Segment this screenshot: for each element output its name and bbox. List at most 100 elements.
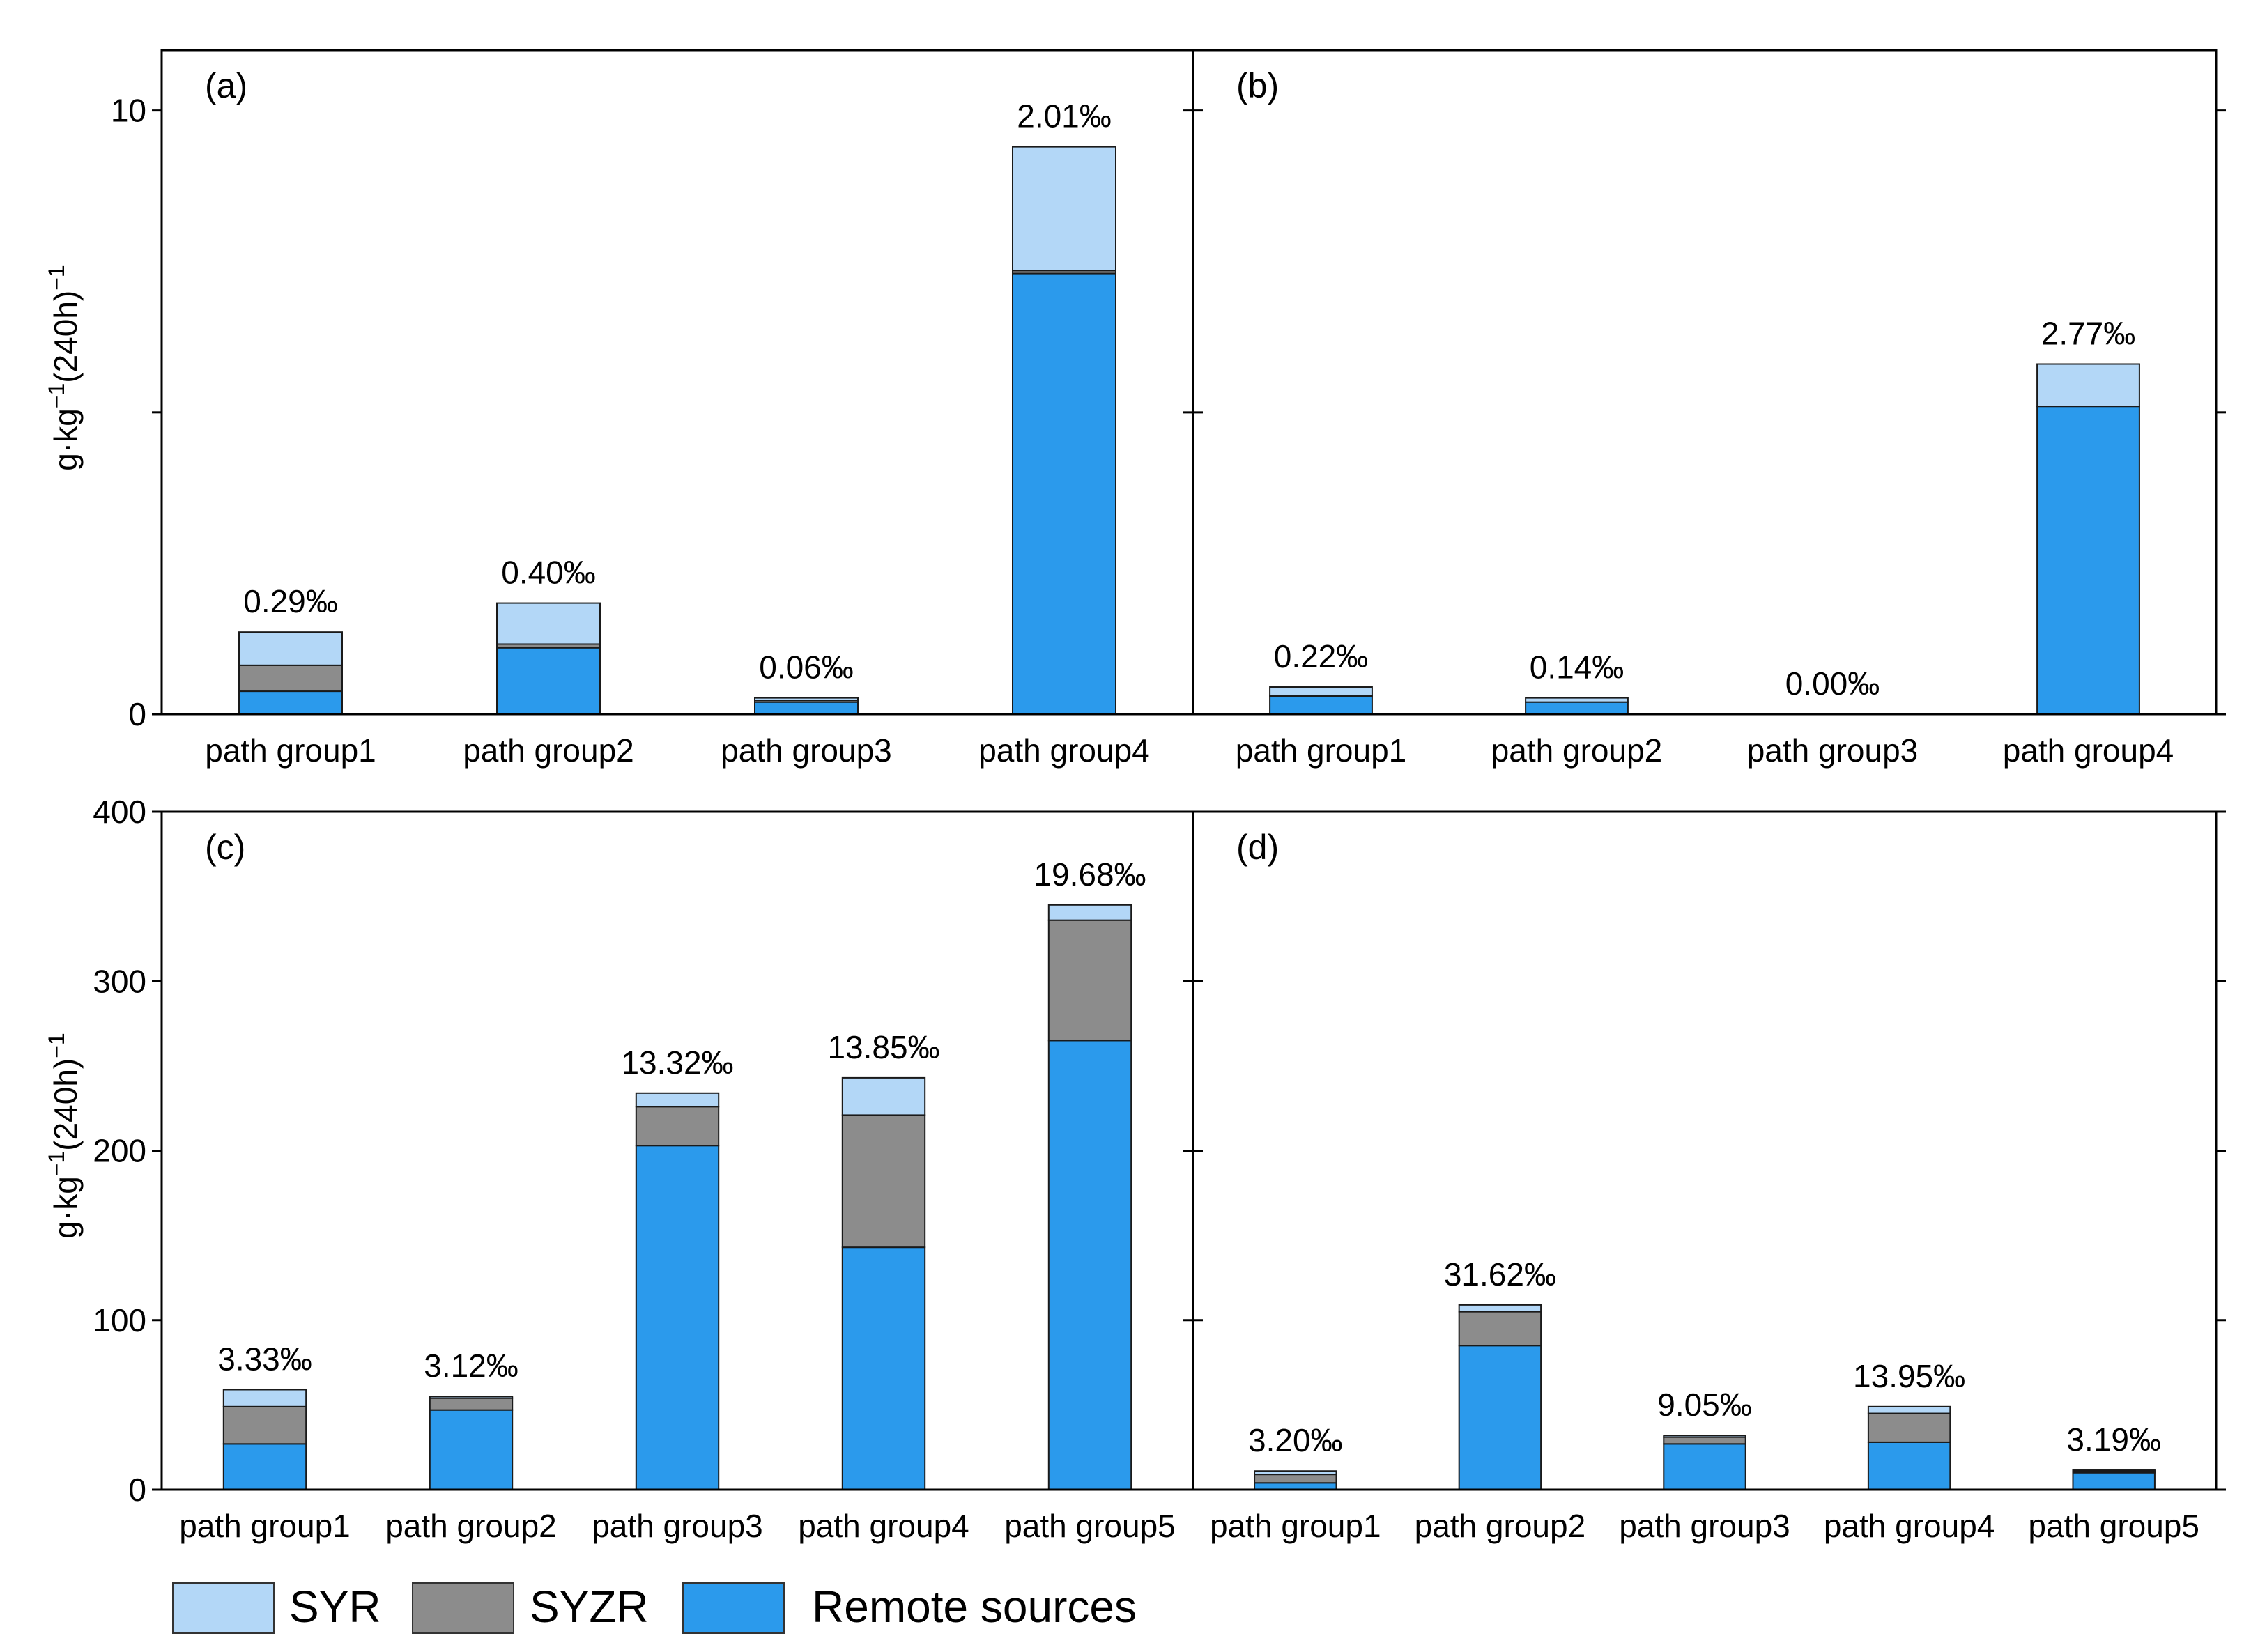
y-axis-unit-suffix: (240h) [47, 291, 84, 383]
y-axis-unit-suffix-exponent: −1 [44, 265, 69, 290]
bar-d-path-group2-syzr [1458, 1311, 1542, 1347]
bar-c-path-group1-remote-sources [222, 1443, 307, 1491]
x-tick-label-c-path-group3: path group3 [592, 1508, 763, 1544]
bar-d-path-group3-syr [1663, 1435, 1746, 1438]
bar-d-path-group2-remote-sources [1458, 1345, 1542, 1491]
panel-a: 0.29‰ path group1 0.40‰ path group2 0.06‰ pat… [111, 49, 1194, 769]
bar-c-path-group3-syr [635, 1092, 720, 1108]
annotation-c-path-group3: 13.32‰ [621, 1044, 733, 1081]
panel-c: 3.33‰ path group1 3.12‰ path group2 13.32‰ pa… [93, 794, 1194, 1544]
annotation-d-path-group3: 9.05‰ [1657, 1387, 1752, 1423]
annotation-c-path-group4: 13.85‰ [827, 1029, 939, 1065]
panel-b: 0.22‰ path group1 0.14‰ path group2 0.00‰ pat… [1183, 49, 2226, 769]
bar-d-path-group2-syr [1458, 1304, 1542, 1313]
bar-d-path-group4-syr [1867, 1405, 1951, 1414]
annotation-c-path-group1: 3.33‰ [217, 1341, 312, 1377]
y-axis-label-top: g·kg−1(240h)−1 [44, 265, 84, 470]
y-axis-unit-exponent: −1 [44, 383, 69, 408]
annotation-a-path-group1: 0.29‰ [243, 583, 338, 619]
bar-c-path-group5-remote-sources [1047, 1040, 1132, 1490]
y-axis-label-bottom: g·kg−1(240h)−1 [44, 1033, 84, 1238]
bar-a-path-group2-syr [496, 602, 601, 645]
annotation-a-path-group3: 0.06‰ [759, 649, 854, 686]
x-tick-label-d-path-group4: path group4 [1824, 1508, 1995, 1544]
x-tick-label-a-path-group1: path group1 [205, 732, 376, 769]
bar-d-path-group4-remote-sources [1867, 1441, 1951, 1490]
annotation-d-path-group4: 13.95‰ [1853, 1358, 1965, 1394]
bar-c-path-group3-remote-sources [635, 1145, 720, 1490]
y-tick-label-a-0: 0 [128, 696, 146, 732]
y-tick-label-c-0: 0 [128, 1472, 146, 1508]
annotation-c-path-group5: 19.68‰ [1034, 856, 1146, 893]
bar-a-path-group4-syr [1012, 146, 1116, 272]
bar-c-path-group4-syzr [841, 1114, 926, 1249]
bar-d-path-group5-syr [2072, 1469, 2156, 1472]
panel-label-d: (d) [1236, 828, 1279, 867]
bar-d-path-group3-syzr [1663, 1436, 1746, 1445]
bar-c-path-group1-syr [222, 1389, 307, 1407]
y-axis-unit-prefix: g·kg [47, 408, 84, 470]
bar-a-path-group2-remote-sources [496, 647, 601, 716]
panel-label-b: (b) [1236, 66, 1279, 105]
x-tick-label-b-path-group2: path group2 [1491, 732, 1663, 769]
bar-a-path-group1-syr [238, 631, 343, 666]
bar-c-path-group2-syzr [429, 1397, 514, 1411]
bar-b-path-group2-syr [1525, 697, 1629, 703]
legend-swatch-remote-sources [682, 1582, 785, 1634]
y-axis-unit-suffix: (240h) [47, 1058, 84, 1151]
annotation-a-path-group2: 0.40‰ [501, 555, 596, 591]
bar-b-path-group1-remote-sources [1269, 695, 1373, 716]
bar-c-path-group1-syzr [222, 1405, 307, 1445]
x-tick-label-d-path-group2: path group2 [1415, 1508, 1586, 1544]
y-axis-unit-exponent: −1 [44, 1151, 69, 1176]
x-tick-label-c-path-group1: path group1 [179, 1508, 351, 1544]
x-tick-label-d-path-group1: path group1 [1210, 1508, 1381, 1544]
annotation-d-path-group5: 3.19‰ [2066, 1421, 2161, 1458]
y-tick-label-c-100: 100 [93, 1302, 146, 1338]
bar-b-path-group4-remote-sources [2036, 406, 2140, 715]
x-tick-label-b-path-group4: path group4 [2003, 732, 2174, 769]
bar-c-path-group2-syr [429, 1396, 514, 1399]
bar-d-path-group1-syzr [1254, 1474, 1337, 1484]
x-tick-label-c-path-group4: path group4 [798, 1508, 969, 1544]
x-tick-label-a-path-group2: path group2 [463, 732, 634, 769]
bar-d-path-group3-remote-sources [1663, 1443, 1746, 1491]
bar-c-path-group4-remote-sources [841, 1246, 926, 1490]
bar-d-path-group1-syr [1254, 1470, 1337, 1476]
bar-a-path-group1-remote-sources [238, 690, 343, 716]
x-tick-label-c-path-group5: path group5 [1004, 1508, 1176, 1544]
legend-swatch-syzr [412, 1582, 514, 1634]
annotation-b-path-group2: 0.14‰ [1530, 649, 1624, 686]
bar-d-path-group4-syzr [1867, 1412, 1951, 1443]
x-tick-label-a-path-group4: path group4 [978, 732, 1150, 769]
y-axis-unit-suffix-exponent: −1 [44, 1033, 69, 1058]
bar-c-path-group4-syr [841, 1076, 926, 1116]
x-tick-label-a-path-group3: path group3 [721, 732, 892, 769]
legend-label-syzr: SYZR [530, 1582, 649, 1632]
annotation-a-path-group4: 2.01‰ [1017, 98, 1112, 134]
annotation-b-path-group3: 0.00‰ [1785, 665, 1880, 702]
bar-c-path-group5-syr [1047, 904, 1132, 921]
annotation-b-path-group4: 2.77‰ [2041, 316, 2136, 352]
bar-c-path-group3-syzr [635, 1106, 720, 1147]
bar-a-path-group3-syr [754, 697, 859, 702]
x-tick-label-d-path-group5: path group5 [2028, 1508, 2199, 1544]
panel-d: 3.20‰ path group1 31.62‰ path group2 9.05‰ pa… [1183, 810, 2226, 1544]
bar-c-path-group2-remote-sources [429, 1409, 514, 1490]
y-tick-label-c-300: 300 [93, 963, 146, 999]
legend-label-syr: SYR [289, 1582, 381, 1632]
bar-c-path-group5-syzr [1047, 919, 1132, 1042]
bar-a-path-group1-syzr [238, 664, 343, 693]
bar-b-path-group4-syr [2036, 363, 2140, 408]
legend-swatch-syr [172, 1582, 275, 1634]
bar-b-path-group2-remote-sources [1525, 701, 1629, 716]
x-tick-label-b-path-group3: path group3 [1747, 732, 1919, 769]
annotation-c-path-group2: 3.12‰ [424, 1348, 518, 1384]
legend-label-remote-sources: Remote sources [812, 1582, 1137, 1632]
annotation-d-path-group2: 31.62‰ [1444, 1256, 1556, 1292]
panel-label-a: (a) [205, 66, 247, 105]
legend: SYR SYZR Remote sources [172, 1582, 1137, 1634]
y-tick-label-c-200: 200 [93, 1133, 146, 1169]
bar-a-path-group4-remote-sources [1012, 272, 1116, 715]
